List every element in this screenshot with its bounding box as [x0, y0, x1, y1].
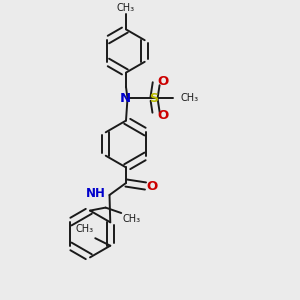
Text: CH₃: CH₃: [117, 3, 135, 14]
Text: S: S: [149, 92, 158, 105]
Text: O: O: [157, 109, 169, 122]
Text: CH₃: CH₃: [76, 224, 94, 234]
Text: NH: NH: [86, 187, 106, 200]
Text: O: O: [146, 179, 158, 193]
Text: O: O: [157, 75, 169, 88]
Text: N: N: [119, 92, 131, 105]
Text: CH₃: CH₃: [180, 93, 198, 103]
Text: CH₃: CH₃: [123, 214, 141, 224]
